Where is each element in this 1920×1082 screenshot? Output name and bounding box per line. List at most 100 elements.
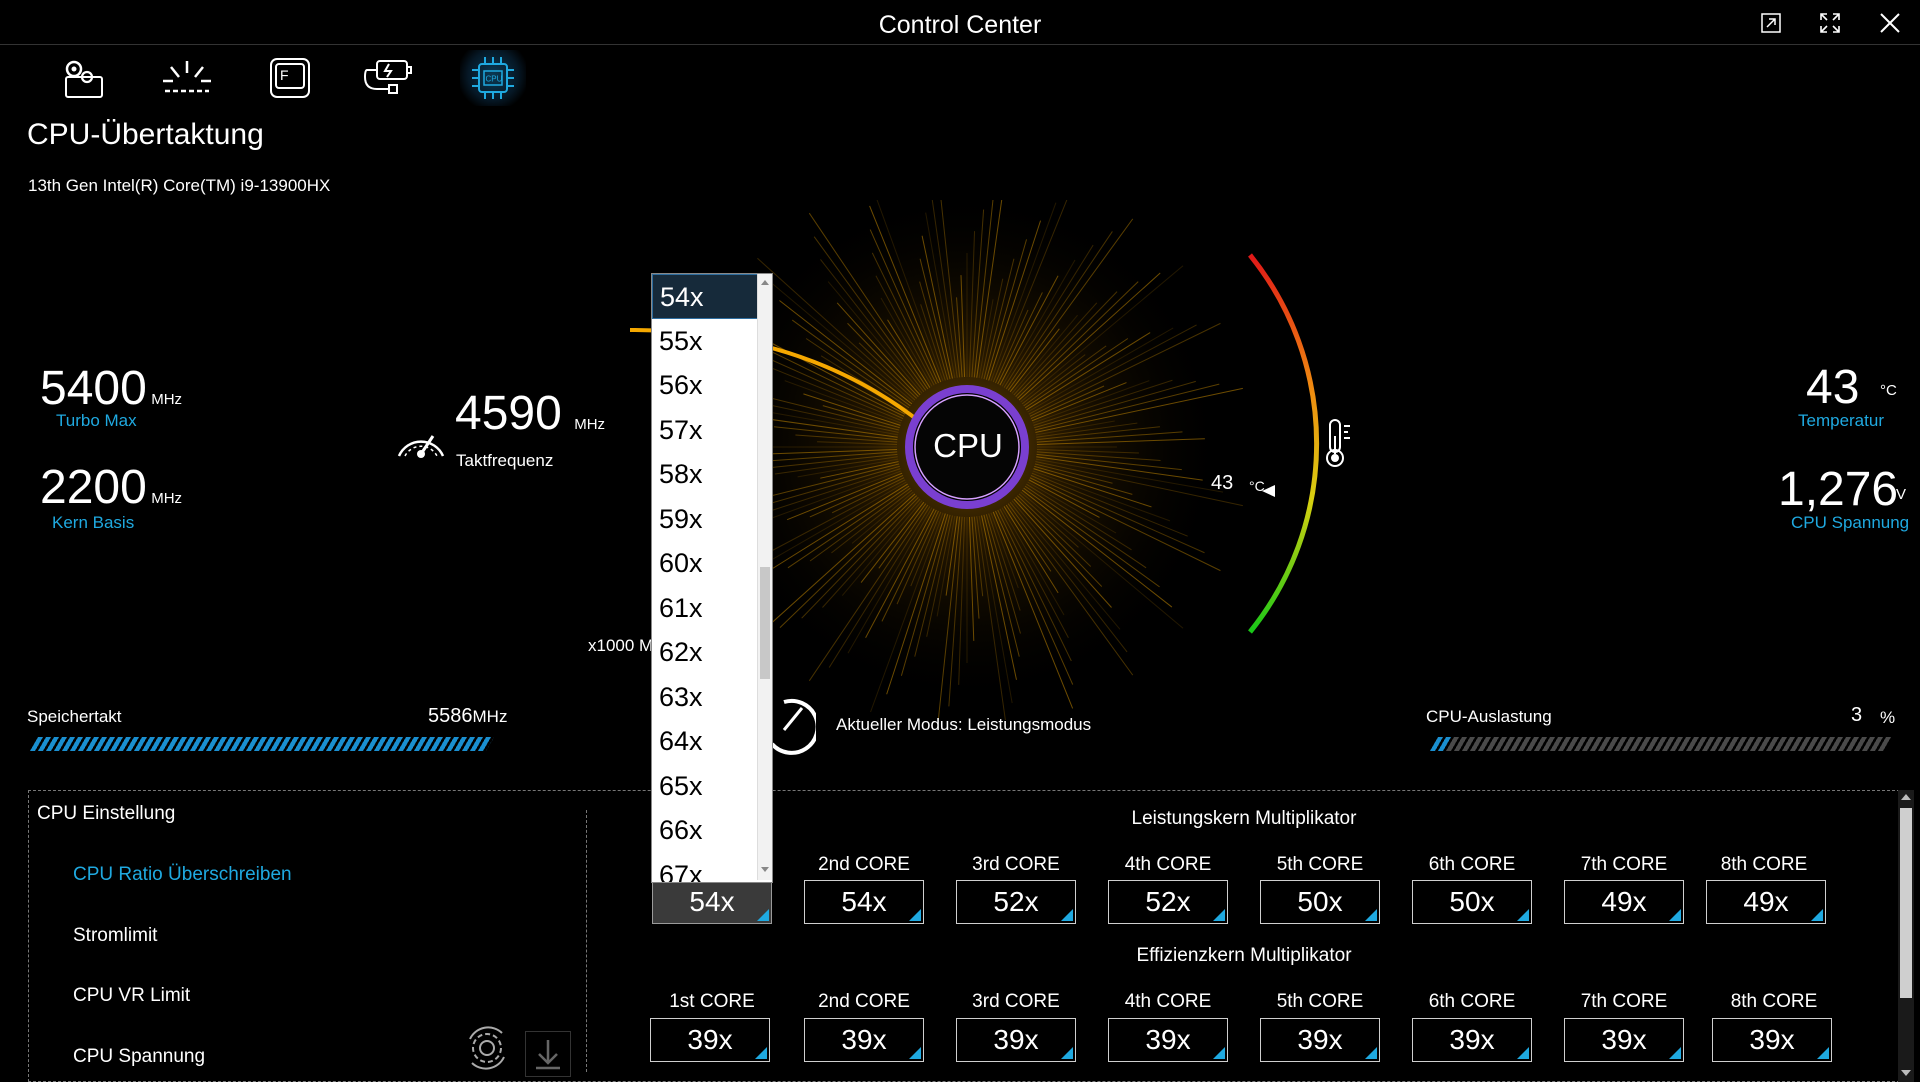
download-icon [536, 1040, 560, 1070]
maximize-window-button[interactable] [1808, 6, 1852, 40]
system-settings-icon [65, 60, 103, 98]
turbo-max-unit: MHz [151, 391, 183, 408]
temperature-pointer [1262, 485, 1275, 497]
core-label: 3rd CORE [972, 991, 1060, 1012]
core-label: 2nd CORE [818, 854, 910, 875]
ratio-option[interactable]: 54x [652, 274, 772, 319]
nav-function-keys[interactable]: F [257, 50, 323, 106]
nav-power[interactable] [358, 50, 424, 106]
dropdown-corner-icon [757, 909, 769, 921]
core-multiplier-value: 39x [1601, 1024, 1647, 1055]
save-settings-button[interactable] [525, 1031, 571, 1077]
core-multiplier-select[interactable]: 39x [1564, 1018, 1684, 1062]
core-multiplier-value: 49x [1601, 886, 1647, 917]
core-multiplier-select[interactable]: 39x [1108, 1018, 1228, 1062]
power-icon [363, 60, 412, 94]
core-multiplier-select[interactable]: 50x [1260, 880, 1380, 924]
core-multiplier-select[interactable]: 39x [650, 1018, 770, 1062]
svg-text:CPU: CPU [486, 75, 503, 84]
scroll-down-arrow[interactable] [1901, 1070, 1911, 1076]
nav-cpu-overclock[interactable]: CPU [460, 50, 526, 106]
ratio-option[interactable]: 60x [659, 548, 703, 578]
core-multiplier-value: 50x [1297, 886, 1343, 917]
dropdown-corner-icon [1061, 909, 1073, 921]
dropdown-corner-icon [1517, 909, 1529, 921]
core-multiplier-select[interactable]: 54x [804, 880, 924, 924]
efficiency-cores-heading: Effizienzkern Multiplikator [1136, 945, 1352, 966]
ratio-option[interactable]: 61x [659, 592, 703, 623]
ratio-scroll-up[interactable] [761, 280, 769, 285]
core-multiplier-value: 39x [1749, 1024, 1795, 1055]
voltage-unit: V [1896, 486, 1907, 503]
gauge-temp-value: 43 [1211, 472, 1234, 494]
ratio-option[interactable]: 56x [659, 370, 703, 400]
menu-power-limit[interactable]: Stromlimit [73, 925, 158, 946]
core-label: 5th CORE [1276, 991, 1364, 1012]
core-multiplier-value: 39x [1297, 1024, 1343, 1055]
gauge-temp-unit: °C [1249, 478, 1265, 494]
window-title: Control Center [878, 11, 1042, 39]
ratio-option[interactable]: 64x [659, 726, 703, 756]
base-clock-stat: 2200 MHz [40, 464, 182, 512]
mode-icon [766, 690, 820, 775]
scroll-up-arrow[interactable] [1901, 794, 1911, 800]
menu-cpu-voltage[interactable]: CPU Spannung [73, 1046, 206, 1067]
memory-clock-label: Speichertakt [27, 707, 122, 726]
nav-lighting[interactable] [154, 50, 220, 106]
cpu-model-name: 13th Gen Intel(R) Core(TM) i9-13900HX [28, 176, 331, 195]
restore-window-button[interactable] [1749, 6, 1793, 40]
core-label: 7th CORE [1580, 854, 1668, 875]
dropdown-corner-icon [1811, 909, 1823, 921]
turbo-max-stat: 5400 MHz [40, 365, 182, 413]
base-clock-value: 2200 [40, 461, 147, 514]
ratio-option[interactable]: 59x [659, 503, 703, 534]
core-multiplier-select[interactable]: 39x [1712, 1018, 1832, 1062]
performance-cores-heading: Leistungskern Multiplikator [1131, 808, 1357, 829]
ratio-option[interactable]: 55x [659, 325, 703, 356]
current-mode-text: Aktueller Modus: Leistungsmodus [836, 715, 1092, 734]
close-window-button[interactable] [1868, 6, 1912, 40]
dropdown-corner-icon [1213, 909, 1225, 921]
ratio-dropdown-list[interactable]: 54x 55x 56x 57x 58x 59x 60x 61x 62x 63x 64x 65x 66x 6… [651, 273, 773, 883]
dropdown-corner-icon [909, 909, 921, 921]
core-multiplier-select[interactable]: 52x [1108, 880, 1228, 924]
ratio-option[interactable]: 58x [659, 459, 703, 489]
memory-clock-unit: MHz [472, 707, 508, 726]
ratio-scroll-thumb[interactable] [760, 567, 770, 679]
core-multiplier-select[interactable]: 49x [1564, 880, 1684, 924]
ratio-option[interactable]: 63x [659, 681, 703, 712]
apply-settings-button[interactable] [462, 1025, 512, 1076]
core-multiplier-select[interactable]: 50x [1412, 880, 1532, 924]
scrollbar-thumb[interactable] [1900, 808, 1912, 998]
core-multiplier-select[interactable]: 54x [652, 880, 772, 924]
dropdown-corner-icon [755, 1047, 767, 1059]
ratio-option[interactable]: 62x [659, 637, 703, 667]
cpu-center-label: CPU [933, 427, 1003, 464]
ratio-option[interactable]: 57x [659, 414, 703, 445]
dropdown-corner-icon [1817, 1047, 1829, 1059]
temperature-unit: °C [1880, 382, 1897, 399]
gauge-scale-label: x1000 M [588, 636, 654, 655]
lighting-icon [163, 61, 211, 93]
ratio-option[interactable]: 67x [659, 859, 703, 883]
core-multiplier-select[interactable]: 39x [804, 1018, 924, 1062]
ratio-option[interactable]: 66x [659, 815, 703, 845]
ratio-scroll-down[interactable] [761, 867, 769, 872]
ratio-option[interactable]: 65x [659, 770, 703, 801]
memory-clock-value: 5586 [428, 705, 473, 727]
core-multiplier-select[interactable]: 39x [1412, 1018, 1532, 1062]
svg-text:F: F [280, 67, 289, 83]
panel-scrollbar[interactable] [1898, 790, 1914, 1082]
core-label: 8th CORE [1720, 854, 1808, 875]
core-multiplier-select[interactable]: 52x [956, 880, 1076, 924]
menu-cpu-ratio-override[interactable]: CPU Ratio Überschreiben [73, 864, 292, 885]
nav-system-settings[interactable] [50, 50, 116, 106]
core-label: 3rd CORE [972, 854, 1060, 875]
menu-cpu-vr-limit[interactable]: CPU VR Limit [73, 985, 191, 1006]
core-multiplier-select[interactable]: 39x [1260, 1018, 1380, 1062]
ratio-dropdown-scrollbar[interactable] [757, 274, 772, 880]
core-multiplier-value: 49x [1743, 886, 1789, 917]
core-multiplier-select[interactable]: 39x [956, 1018, 1076, 1062]
core-multiplier-select[interactable]: 49x [1706, 880, 1826, 924]
core-multiplier-value: 54x [841, 886, 887, 917]
